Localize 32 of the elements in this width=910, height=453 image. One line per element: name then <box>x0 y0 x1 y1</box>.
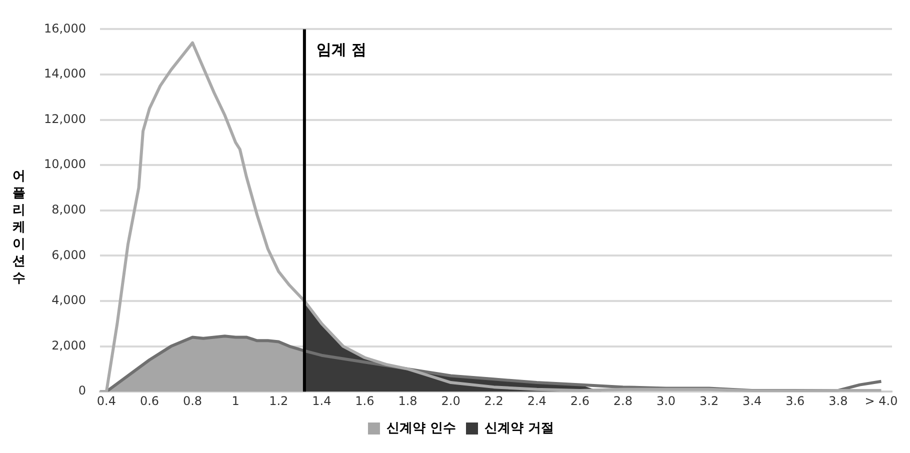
x-tick-label: 0.8 <box>182 394 202 408</box>
y-tick-label: 14,000 <box>44 66 86 81</box>
x-tick-label: > 4.0 <box>864 394 898 408</box>
y-axis-title: 어플리케이션수 <box>12 168 26 287</box>
x-tick-label: 2.2 <box>484 394 504 408</box>
y-tick-label: 6,000 <box>52 248 86 262</box>
x-tick-label: 1.6 <box>355 394 374 408</box>
legend-label: 신계약 거절 <box>484 420 554 436</box>
y-tick-label: 16,000 <box>44 21 86 36</box>
y-tick-label: 8,000 <box>52 202 86 217</box>
x-tick-label: 3.4 <box>742 394 762 408</box>
y-tick-label: 4,000 <box>52 293 86 308</box>
y-tick-label: 0 <box>78 384 86 398</box>
legend-label: 신계약 인수 <box>386 420 456 436</box>
x-tick-label: 1 <box>232 394 240 408</box>
x-tick-label: 3.8 <box>828 394 848 408</box>
x-tick-label: 3.2 <box>700 394 719 408</box>
x-tick-label: 0.6 <box>140 394 160 408</box>
y-tick-label: 10,000 <box>44 157 86 172</box>
x-tick-label: 2.4 <box>527 394 546 408</box>
ref-line-label: 임계 점 <box>316 40 367 59</box>
x-tick-label: 1.4 <box>312 394 332 408</box>
x-tick-label: 0.4 <box>96 394 116 408</box>
x-tick-label: 2.6 <box>570 394 590 408</box>
x-tick-label: 2.8 <box>613 394 633 408</box>
y-tick-label: 12,000 <box>44 112 86 126</box>
x-tick-label: 1.8 <box>398 394 418 408</box>
x-tick-label: 2.0 <box>441 394 460 408</box>
x-tick-label: 3.6 <box>786 394 805 408</box>
x-tick-label: 3.0 <box>656 394 676 408</box>
y-tick-label: 2,000 <box>52 338 86 352</box>
x-tick-label: 1.2 <box>269 394 288 408</box>
